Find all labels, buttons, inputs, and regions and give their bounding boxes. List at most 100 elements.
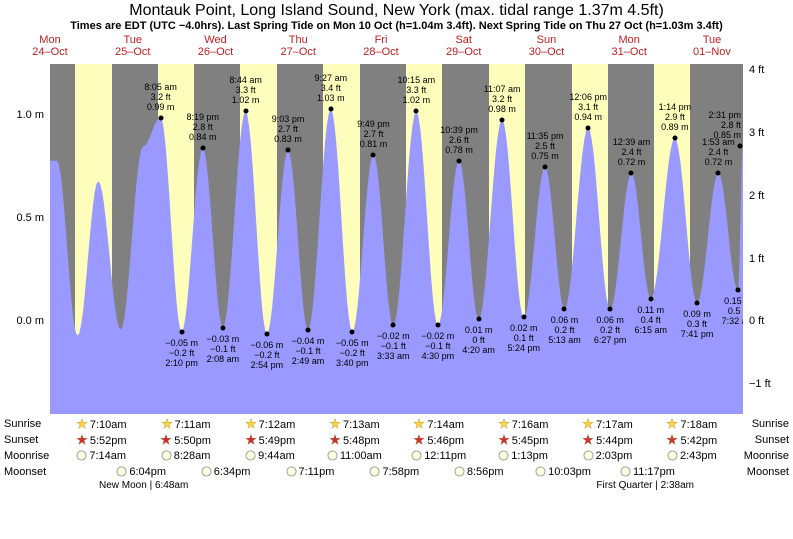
low-tide-label: −0.03 m−0.1 ft2:08 am: [206, 334, 239, 364]
high-tide-label: 12:39 am2.4 ft0.72 m: [613, 137, 651, 167]
tide-extremum-dot: [220, 325, 225, 330]
sunset-label: Sunset: [4, 434, 59, 446]
low-tide-label: −0.05 m−0.2 ft2:10 pm: [165, 338, 198, 368]
date-header: Mon31–Oct: [589, 34, 669, 58]
tide-extremum-dot: [716, 171, 721, 176]
moon-phase-left: New Moon | 6:48am: [59, 480, 397, 491]
high-tide-label: 10:15 am3.3 ft1.02 m: [398, 75, 436, 105]
tide-extremum-dot: [457, 158, 462, 163]
low-tide-label: −0.02 m−0.1 ft3:33 am: [377, 331, 410, 361]
y-axis-right: 0 ft1 ft2 ft3 ft4 ft−1 ft: [745, 64, 793, 414]
moonset-cell: 7:11pm: [268, 466, 352, 478]
sunset-cell: 5:46pm: [397, 434, 481, 447]
tide-extremum-dot: [586, 125, 591, 130]
moonrise-row: Moonrise 7:14am8:28am9:44am11:00am12:11p…: [4, 448, 789, 464]
high-tide-label: 11:07 am3.2 ft0.98 m: [484, 84, 521, 114]
y-tick-left: 0.5 m: [16, 212, 44, 224]
tide-extremum-dot: [200, 146, 205, 151]
moonset-cell: [690, 466, 774, 478]
tide-extremum-dot: [414, 109, 419, 114]
sunrise-cell: 7:13am: [312, 418, 396, 431]
date-header: Tue01–Nov: [672, 34, 752, 58]
sunrise-cell: 7:11am: [143, 418, 227, 431]
sunset-cell: 5:44pm: [565, 434, 649, 447]
tide-extremum-dot: [179, 329, 184, 334]
moonrise-cell: 2:03pm: [565, 450, 649, 462]
moonrise-cell: 2:43pm: [650, 450, 734, 462]
moonrise-label-right: Moonrise: [734, 450, 789, 462]
sunrise-cell: 7:10am: [59, 418, 143, 431]
tide-extremum-dot: [738, 144, 743, 149]
tide-extremum-dot: [264, 331, 269, 336]
moonset-cell: 6:04pm: [99, 466, 183, 478]
chart-area: Mon24–OctTue25–OctWed26–OctThu27–OctFri2…: [0, 34, 793, 414]
y-tick-left: 1.0 m: [16, 109, 44, 121]
sunrise-row: Sunrise 7:10am7:11am7:12am7:13am7:14am7:…: [4, 416, 789, 432]
moon-phase-right: First Quarter | 2:38am: [397, 480, 735, 491]
chart-title: Montauk Point, Long Island Sound, New Yo…: [0, 0, 793, 20]
low-tide-label: −0.06 m−0.2 ft2:54 pm: [250, 340, 283, 370]
moonset-row: Moonset 6:04pm6:34pm7:11pm7:58pm8:56pm10…: [4, 464, 789, 480]
sunrise-cell: 7:14am: [397, 418, 481, 431]
sun-moon-footer: Sunrise 7:10am7:11am7:12am7:13am7:14am7:…: [0, 414, 793, 491]
high-tide-label: 8:05 am3.2 ft0.99 m: [144, 82, 177, 112]
tide-extremum-dot: [286, 148, 291, 153]
moonset-label: Moonset: [4, 466, 59, 478]
tide-extremum-dot: [695, 300, 700, 305]
moonrise-cell: 11:00am: [312, 450, 396, 462]
y-tick-right: 0 ft: [749, 315, 764, 327]
date-header: Mon24–Oct: [10, 34, 90, 58]
moonrise-cell: 7:14am: [59, 450, 143, 462]
high-tide-label: 1:14 pm2.9 ft0.89 m: [659, 102, 692, 132]
low-tide-label: 0.01 m0 ft4:20 am: [462, 325, 495, 355]
sunset-cell: 5:50pm: [143, 434, 227, 447]
moonrise-cell: 12:11pm: [397, 450, 481, 462]
moonset-cell: 11:17pm: [605, 466, 689, 478]
y-tick-left: 0.0 m: [16, 315, 44, 327]
tide-extremum-dot: [350, 329, 355, 334]
low-tide-label: 0.06 m0.2 ft5:13 am: [548, 315, 581, 345]
tide-extremum-dot: [672, 136, 677, 141]
tide-extremum-dot: [735, 288, 740, 293]
high-tide-label: 12:06 pm3.1 ft0.94 m: [569, 92, 607, 122]
moonrise-cell: 8:28am: [143, 450, 227, 462]
tide-extremum-dot: [648, 296, 653, 301]
high-tide-label: 1:53 am2.4 ft0.72 m: [702, 137, 735, 167]
moonset-cell: 8:56pm: [437, 466, 521, 478]
high-tide-label: 9:03 pm2.7 ft0.83 m: [272, 114, 305, 144]
high-tide-label: 8:44 am3.3 ft1.02 m: [229, 75, 262, 105]
moonset-cell: 10:03pm: [521, 466, 605, 478]
sunset-cell: 5:52pm: [59, 434, 143, 447]
tide-extremum-dot: [435, 323, 440, 328]
low-tide-label: 0.09 m0.3 ft7:41 pm: [681, 309, 714, 339]
sunrise-cell: 7:12am: [228, 418, 312, 431]
sunset-cell: 5:49pm: [228, 434, 312, 447]
tide-extremum-dot: [500, 117, 505, 122]
date-header: Sun30–Oct: [506, 34, 586, 58]
tide-extremum-dot: [629, 171, 634, 176]
high-tide-label: 9:49 pm2.7 ft0.81 m: [357, 119, 390, 149]
tide-extremum-dot: [521, 315, 526, 320]
low-tide-label: −0.02 m−0.1 ft4:30 pm: [421, 331, 454, 361]
tide-extremum-dot: [608, 307, 613, 312]
low-tide-label: −0.04 m−0.1 ft2:49 am: [292, 336, 325, 366]
high-tide-label: 8:19 pm2.8 ft0.84 m: [187, 112, 220, 142]
y-tick-right: −1 ft: [749, 378, 771, 390]
y-axis-left: 0.0 m 0.5 m 1.0 m: [0, 64, 48, 414]
low-tide-label: 0.15 m0.5 ft7:32 am: [722, 296, 743, 326]
sunrise-cell: 7:18am: [650, 418, 734, 431]
moonrise-label: Moonrise: [4, 450, 59, 462]
y-tick-right: 3 ft: [749, 127, 764, 139]
date-header: Tue25–Oct: [93, 34, 173, 58]
tide-extremum-dot: [476, 317, 481, 322]
date-header: Wed26–Oct: [175, 34, 255, 58]
moon-phase-row: New Moon | 6:48am First Quarter | 2:38am: [4, 480, 789, 491]
sunrise-cell: 7:17am: [565, 418, 649, 431]
y-tick-right: 1 ft: [749, 253, 764, 265]
sunset-label-right: Sunset: [734, 434, 789, 446]
sunrise-cell: 7:16am: [481, 418, 565, 431]
low-tide-label: 0.02 m0.1 ft5:24 pm: [507, 323, 540, 353]
y-tick-right: 2 ft: [749, 190, 764, 202]
low-tide-label: 0.11 m0.4 ft6:15 am: [635, 305, 668, 335]
tide-curve: [50, 64, 743, 414]
